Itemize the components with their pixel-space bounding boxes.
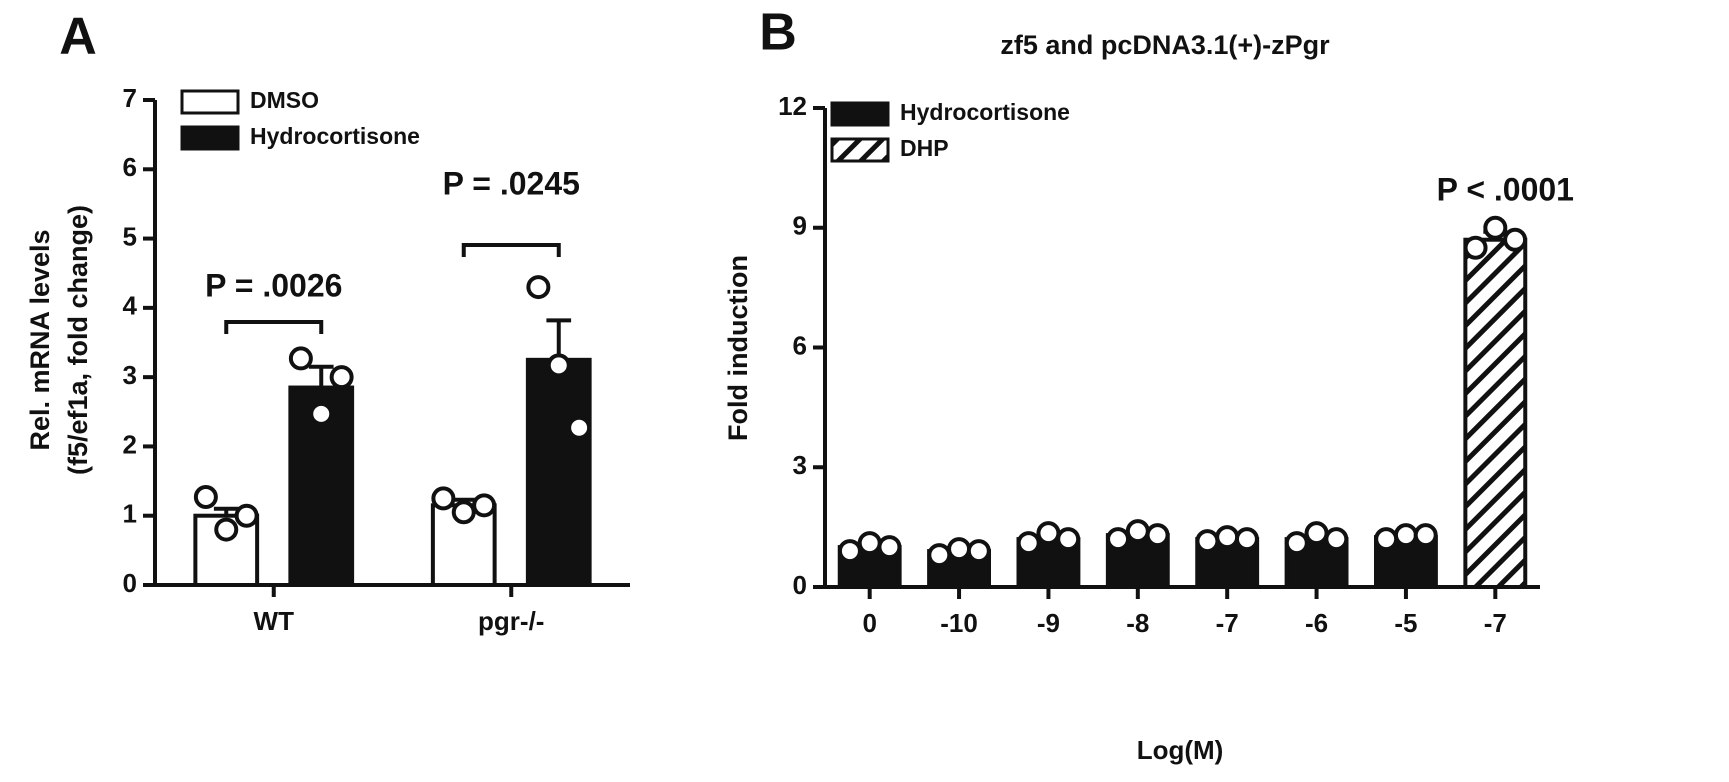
legend-swatch — [830, 137, 890, 163]
x-tick-label: -5 — [1394, 608, 1417, 638]
panel-letter: A — [59, 8, 97, 66]
x-tick-label: -8 — [1126, 608, 1149, 638]
data-point — [1324, 527, 1349, 552]
data-point — [1016, 531, 1041, 556]
y-tick-label: 6 — [123, 152, 137, 182]
data-point — [567, 415, 592, 440]
data-point — [193, 485, 218, 510]
x-tick-label: -7 — [1484, 608, 1507, 638]
y-tick-label: 2 — [123, 429, 137, 459]
annotation: P = .0245 — [443, 165, 580, 201]
legend-label: Hydrocortisone — [900, 99, 1070, 125]
y-tick-label: 12 — [778, 91, 807, 121]
y-tick-label: 0 — [123, 568, 137, 598]
data-point — [234, 503, 259, 528]
data-point — [966, 539, 991, 564]
y-tick-label: 3 — [123, 360, 137, 390]
annotation: P < .0001 — [1437, 171, 1574, 207]
x-axis-label: Log(M) — [1137, 735, 1224, 765]
data-point — [1483, 215, 1508, 240]
data-point — [877, 535, 902, 560]
x-tick-label: -9 — [1037, 608, 1060, 638]
legend-label: DMSO — [250, 87, 319, 113]
y-tick-label: 9 — [793, 211, 807, 241]
data-point — [1393, 523, 1418, 548]
data-point — [947, 537, 972, 562]
x-tick-label: -10 — [940, 608, 978, 638]
y-tick-label: 5 — [123, 221, 137, 251]
data-point — [1304, 521, 1329, 546]
data-point — [472, 493, 497, 518]
panel-letter: B — [759, 4, 797, 62]
x-tick-label: WT — [254, 606, 295, 636]
data-point — [927, 543, 952, 568]
data-point — [214, 517, 239, 542]
data-point — [1106, 527, 1131, 552]
y-tick-label: 7 — [123, 83, 137, 113]
bar — [1463, 237, 1528, 589]
legend-swatch — [180, 89, 240, 115]
legend-label: Hydrocortisone — [250, 123, 420, 149]
bar — [288, 385, 355, 587]
y-tick-label: 6 — [793, 330, 807, 360]
data-point — [309, 401, 334, 426]
data-point — [1215, 525, 1240, 550]
y-axis-label: Fold induction — [723, 255, 753, 441]
data-point — [1503, 227, 1528, 252]
data-point — [451, 500, 476, 525]
data-point — [1413, 523, 1438, 548]
data-point — [1056, 527, 1081, 552]
bar — [525, 357, 592, 588]
legend-label: DHP — [900, 135, 949, 161]
significance-bracket — [461, 243, 561, 257]
x-tick-label: 0 — [862, 608, 876, 638]
data-point — [1195, 529, 1220, 554]
data-point — [288, 346, 313, 371]
y-tick-label: 1 — [123, 499, 137, 529]
data-point — [1125, 519, 1150, 544]
y-tick-label: 0 — [793, 570, 807, 600]
data-point — [857, 531, 882, 556]
annotation: P = .0026 — [205, 267, 342, 303]
legend-swatch — [180, 125, 240, 151]
data-point — [1374, 527, 1399, 552]
y-axis-label: Rel. mRNA levels — [25, 229, 55, 450]
data-point — [546, 353, 571, 378]
y-axis-label: (f5/ef1a, fold change) — [63, 205, 93, 475]
x-tick-label: -6 — [1305, 608, 1328, 638]
legend-swatch — [830, 101, 890, 127]
chart-title: zf5 and pcDNA3.1(+)-zPgr — [1000, 30, 1330, 60]
x-tick-label: -7 — [1216, 608, 1239, 638]
data-point — [1145, 523, 1170, 548]
x-tick-label: pgr-/- — [478, 606, 544, 636]
data-point — [329, 365, 354, 390]
data-point — [1284, 531, 1309, 556]
data-point — [526, 275, 551, 300]
significance-bracket — [224, 320, 324, 334]
data-point — [1234, 527, 1259, 552]
data-point — [1463, 235, 1488, 260]
data-point — [837, 539, 862, 564]
y-tick-label: 3 — [793, 450, 807, 480]
data-point — [1036, 521, 1061, 546]
y-tick-label: 4 — [123, 291, 138, 321]
data-point — [431, 486, 456, 511]
